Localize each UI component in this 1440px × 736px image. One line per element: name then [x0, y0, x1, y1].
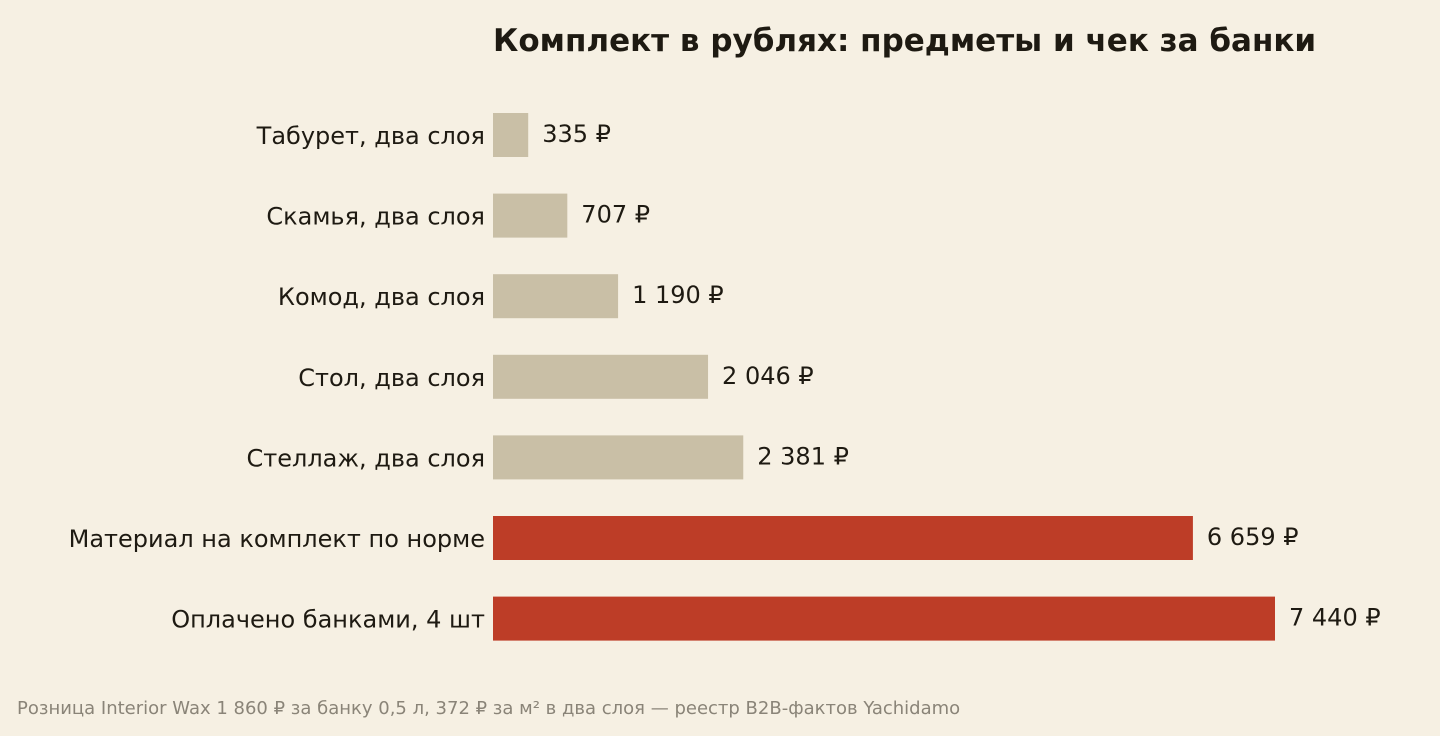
bar	[493, 193, 568, 238]
value-label: 7 440 ₽	[1289, 604, 1381, 632]
value-label: 6 659 ₽	[1207, 523, 1299, 551]
bars-group: Табурет, два слоя 335 ₽ Скамья, два слоя 70…	[69, 113, 1381, 641]
bar	[493, 596, 1275, 641]
category-label: Материал на комплект по норме	[69, 525, 485, 553]
value-label: 1 190 ₽	[632, 281, 724, 309]
bar	[493, 113, 529, 157]
value-label: 335 ₽	[542, 120, 611, 148]
bar	[493, 274, 619, 319]
value-label: 707 ₽	[581, 201, 650, 229]
category-label: Оплачено банками, 4 шт	[171, 606, 485, 634]
category-label: Скамья, два слоя	[266, 203, 485, 231]
bar	[493, 516, 1193, 560]
value-label: 2 381 ₽	[757, 442, 849, 470]
category-label: Табурет, два слоя	[256, 122, 485, 150]
bar	[493, 435, 744, 480]
category-label: Стол, два слоя	[298, 364, 485, 392]
category-label: Комод, два слоя	[278, 283, 485, 311]
footnote: Розница Interior Wax 1 860 ₽ за банку 0,…	[17, 698, 960, 719]
category-label: Стеллаж, два слоя	[247, 444, 486, 472]
value-label: 2 046 ₽	[722, 362, 814, 390]
chart-title: Комплект в рублях: предметы и чек за бан…	[493, 23, 1316, 59]
bar	[493, 354, 709, 399]
